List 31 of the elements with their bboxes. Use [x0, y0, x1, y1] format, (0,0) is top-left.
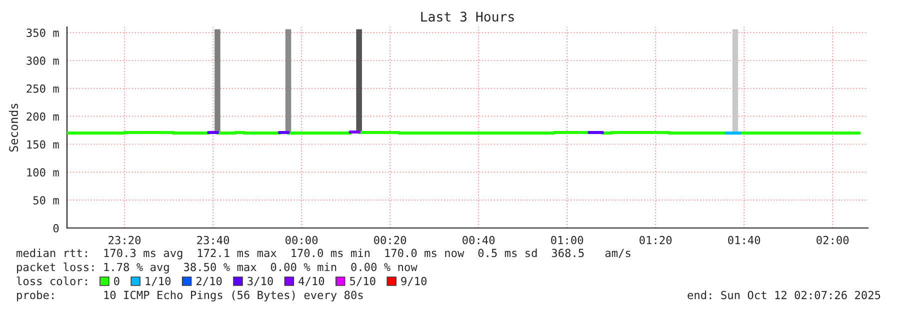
- text: probe: 10 ICMP Echo Pings (56 Bytes) every 80s: [17, 290, 363, 302]
- legend-label: 9/10: [401, 276, 427, 286]
- x-tick-label: 23:40: [197, 236, 230, 244]
- legend-label: 4/10: [298, 276, 324, 286]
- legend-label: 1/10: [146, 276, 171, 286]
- x-tick-label: 00:20: [374, 236, 406, 244]
- x-tick-label: 01:00: [551, 236, 584, 244]
- y-tick-label: 50 m: [33, 196, 59, 204]
- y-tick-label: 300 m: [26, 56, 59, 65]
- legend-label: 0: [114, 276, 120, 286]
- text: end: Sun Oct 12 02:07:26 2025: [688, 290, 880, 300]
- x-tick-label: 23:20: [108, 236, 141, 244]
- y-tick-label: 100 m: [27, 168, 59, 177]
- y-tick-label: 150 m: [27, 140, 59, 149]
- x-tick-label: 01:40: [728, 236, 760, 244]
- text: median rtt: 170.3 ms avg 172.1 ms max 170.0 ms min 170.0 ms now 0.5 ms sd 368.5 am/s: [16, 248, 630, 260]
- x-tick-label: 01:20: [640, 236, 672, 244]
- y-tick-label: 350 m: [26, 28, 59, 37]
- text: packet loss: 1.78 % avg 38.50 % max 0.00 % min 0.00 % now: [17, 262, 418, 274]
- y-axis-title: Seconds: [8, 104, 18, 152]
- x-tick-label: 00:40: [462, 236, 495, 244]
- y-tick-label: 200 m: [26, 112, 59, 121]
- legend-label: 5/10: [350, 276, 376, 286]
- x-tick-label: 02:00: [816, 236, 849, 244]
- legend-title: loss color:: [16, 276, 87, 286]
- legend-label: 3/10: [248, 276, 273, 286]
- legend-label: 2/10: [196, 276, 222, 286]
- x-tick-label: 00:00: [286, 236, 318, 244]
- y-tick-label: 250 m: [26, 84, 59, 93]
- chart-title: Last 3 Hours: [421, 12, 514, 22]
- y-tick-label: 0: [53, 224, 59, 232]
